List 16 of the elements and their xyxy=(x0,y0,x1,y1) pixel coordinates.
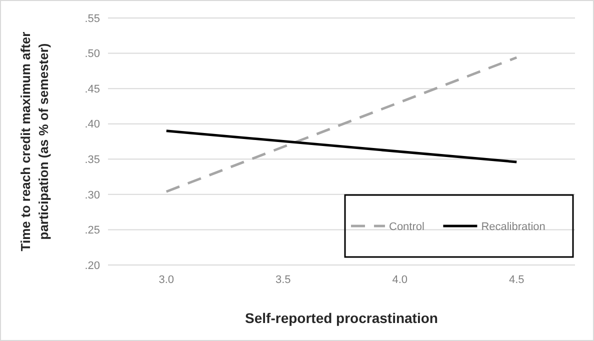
legend-label: Recalibration xyxy=(481,220,546,233)
y-tick-label: .25 xyxy=(84,224,100,237)
x-tick-label: 3.0 xyxy=(158,274,174,286)
x-tick-label: 4.5 xyxy=(508,274,524,286)
x-tick-label: 3.5 xyxy=(275,274,291,286)
legend-label: Control xyxy=(389,220,424,233)
y-tick-label: .50 xyxy=(84,48,100,60)
y-axis-title: Time to reach credit maximum after participation (as % of semester) xyxy=(18,32,51,252)
y-tick-label: .20 xyxy=(84,260,100,272)
y-tick-label: .45 xyxy=(84,83,100,96)
x-tick-label: 4.0 xyxy=(392,274,408,286)
y-tick-label: .55 xyxy=(84,12,100,25)
y-tick-label: .30 xyxy=(84,189,100,202)
y-tick-label: .35 xyxy=(84,154,100,166)
y-tick-label: .40 xyxy=(84,118,100,131)
x-axis-title: Self-reported procrastination xyxy=(245,310,438,326)
